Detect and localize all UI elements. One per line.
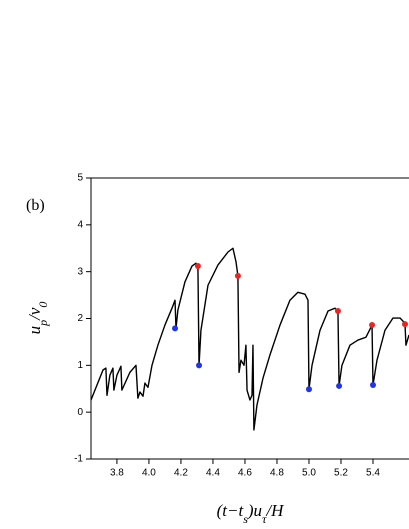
axis-label-part: τ [262,512,267,526]
data-point [234,272,241,279]
axis-label-part: 0 [36,302,50,308]
axis-label-part: p [36,320,50,327]
data-point [305,386,312,393]
axis-label-part: u [25,326,44,335]
data-point [194,263,201,270]
data-line [90,247,409,431]
axis-label-part: /H [265,501,285,520]
data-point [369,322,376,329]
axis-label-part: (t−t [217,501,245,520]
y-tick-label: 0 [77,407,83,418]
data-point [334,308,341,315]
axis-label-part: )u [247,501,262,520]
x-axis-label: (t−ts)uτ/H [217,501,285,526]
x-tick-label: 5.0 [302,468,316,479]
axis-label-part: s [243,512,248,526]
y-tick-label: 1 [77,360,83,371]
data-point [369,382,376,389]
x-tick-label: 4.2 [174,468,188,479]
data-point [401,321,408,328]
data-point [172,325,179,332]
y-tick-label: 3 [77,266,83,277]
x-tick-label: 3.8 [110,468,124,479]
x-tick-label: 4.4 [206,468,220,479]
y-axis-label: up/v0 [25,302,50,335]
axis-label-part: /v [25,307,44,321]
x-tick-label: 4.0 [142,468,156,479]
data-point [336,382,343,389]
data-point [196,362,203,369]
x-tick-label: 5.4 [366,468,380,479]
x-tick-label: 4.8 [270,468,284,479]
y-tick-label: -1 [74,454,83,465]
y-tick-label: 2 [77,313,83,324]
x-tick-label: 4.6 [238,468,252,479]
y-tick-label: 5 [77,173,83,184]
x-tick-label: 5.2 [334,468,348,479]
panel-label: (b) [26,197,45,214]
y-tick-label: 4 [77,219,83,230]
